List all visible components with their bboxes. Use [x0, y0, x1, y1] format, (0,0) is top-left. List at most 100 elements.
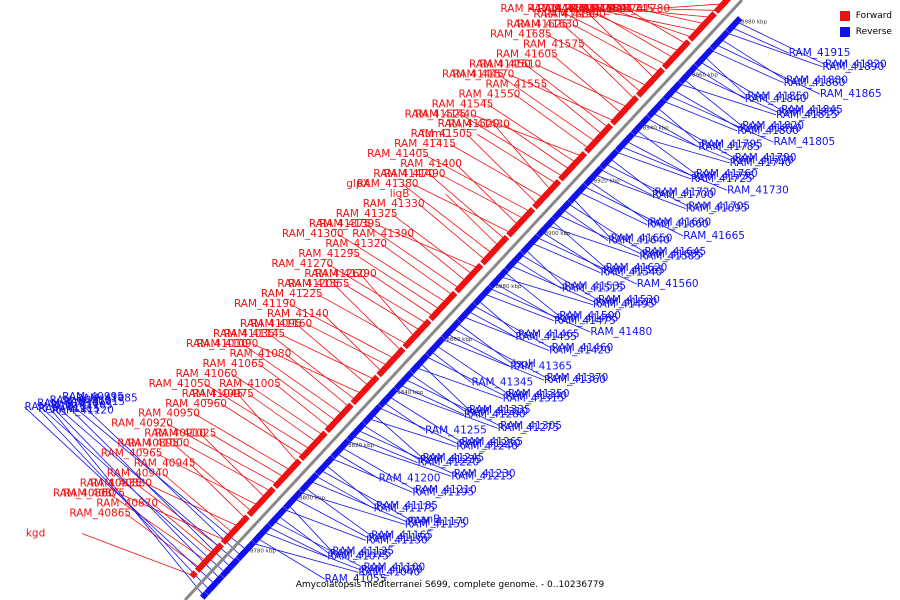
reverse-gene-label: RAM_41125 — [330, 548, 392, 560]
forward-gene-label: RAM_40975 — [192, 388, 254, 400]
reverse-gene-label: RAM_41235 — [420, 454, 482, 466]
forward-gene-label: RAM_41525 — [405, 108, 467, 120]
reverse-gene-label: RAM_41100 — [363, 562, 425, 574]
reverse-gene-label: RAM_41720 — [655, 187, 717, 199]
reverse-gene — [531, 233, 541, 243]
reverse-gene-label: RAM_41170 — [407, 516, 469, 528]
forward-gene-label: RAM_41745 — [592, 3, 654, 15]
forward-leader-line — [199, 433, 268, 500]
reverse-gene-label: RAM_41890 — [822, 61, 884, 73]
reverse-gene — [714, 33, 727, 46]
reverse-gene-label: RAM_41240 — [456, 441, 518, 453]
forward-gene-label: RAM_41545 — [432, 98, 494, 110]
forward-gene-label: RAM_41630 — [517, 18, 579, 30]
forward-gene-label: RAM_41445 — [442, 68, 504, 80]
forward-gene — [319, 430, 328, 439]
reverse-gene — [515, 250, 525, 260]
reverse-gene — [619, 135, 632, 149]
forward-leader-line — [204, 383, 313, 452]
forward-gene-label: RAM_41395 — [319, 218, 381, 230]
forward-gene — [526, 206, 536, 216]
reverse-leader-line — [322, 462, 377, 507]
reverse-gene-label: RAM_41485 — [557, 312, 619, 324]
reverse-leader-line — [533, 235, 637, 285]
reverse-gene-label: RAM_41030 — [37, 398, 99, 410]
forward-leader-line — [220, 403, 307, 459]
forward-leader-line — [514, 93, 592, 151]
reverse-gene-label: RAM_41195 — [412, 486, 474, 498]
reverse-gene-label: RAM_41800 — [737, 125, 799, 137]
reverse-gene — [468, 301, 478, 311]
reverse-gene-label: RAM_41215 — [451, 470, 513, 482]
reverse-leader-line — [459, 315, 550, 351]
forward-gene-label: RAM_41555 — [486, 78, 548, 90]
reverse-leader-line — [565, 201, 645, 253]
reverse-leader-line — [333, 451, 379, 479]
forward-leader-line — [166, 423, 281, 487]
forward-gene-label: RAM_41405 — [367, 148, 429, 160]
forward-gene-label: RAM_41010 — [186, 338, 248, 350]
reverse-leader-line — [349, 434, 418, 463]
tick-label: 8940 kbp — [643, 125, 669, 131]
forward-leader-line — [364, 223, 463, 291]
reverse-leader-line — [444, 332, 511, 367]
reverse-gene-label: RAM_41370 — [547, 372, 609, 384]
forward-gene-label: RAM_41050 — [149, 378, 211, 390]
forward-gene-label: RAM_41295 — [298, 248, 360, 260]
reverse-gene — [334, 441, 348, 455]
reverse-leader-line — [612, 150, 691, 180]
forward-gene-label: RAM_41670 — [554, 3, 616, 15]
reverse-leader-line — [522, 247, 565, 287]
reverse-leader-line — [602, 161, 689, 207]
tick-label: 8800 kbp — [299, 496, 325, 502]
reverse-leader-line — [665, 93, 774, 143]
reverse-gene-label: RAM_41150 — [369, 532, 431, 544]
forward-gene-label: RAM_41440 — [415, 108, 477, 120]
reverse-leader-line — [538, 230, 604, 271]
reverse-leader-line — [728, 25, 789, 54]
forward-leader-line — [343, 283, 424, 333]
reverse-gene — [579, 182, 588, 192]
forward-leader-line — [664, 8, 722, 11]
reverse-leader-line — [317, 468, 411, 520]
reverse-gene-label: RAM_41515 — [562, 283, 624, 295]
reverse-gene — [642, 114, 651, 124]
forward-gene-label: RAM_41675 — [581, 3, 643, 15]
forward-leader-line — [391, 213, 476, 277]
reverse-gene-label: RAM_41920 — [825, 58, 887, 70]
forward-gene — [189, 570, 198, 579]
forward-gene-label: RAM_41520 — [438, 118, 500, 130]
forward-gene — [413, 322, 428, 338]
reverse-leader-line — [380, 400, 426, 431]
forward-leader-line — [316, 293, 411, 347]
forward-gene-label: RAM_41610 — [479, 58, 541, 70]
tick-label: 8920 kbp — [594, 178, 620, 184]
reverse-leader-line — [507, 264, 596, 303]
reverse-gene — [303, 475, 316, 489]
reverse-leader-line — [649, 110, 735, 159]
reverse-leader-line — [265, 525, 328, 557]
forward-leader-line — [146, 483, 242, 529]
forward-leader-line — [556, 8, 670, 67]
forward-gene-label: RAM_41780 — [608, 3, 670, 15]
reverse-gene-label: RAM_41620 — [606, 262, 668, 274]
forward-gene-label: RAM_40960 — [165, 398, 227, 410]
forward-gene — [231, 518, 247, 534]
reverse-gene — [524, 237, 538, 251]
forward-leader-line — [593, 8, 702, 32]
reverse-leader-line — [301, 485, 372, 536]
reverse-gene — [389, 387, 399, 396]
reverse-gene-label: RAM_41350 — [508, 388, 570, 400]
forward-gene-label: RAM_40935 — [80, 478, 142, 490]
reverse-gene-label: RAM_41460 — [552, 342, 614, 354]
reverse-gene — [278, 506, 288, 515]
tick-label: 8820 kbp — [348, 443, 374, 449]
reverse-gene-label: RAM_41805 — [773, 136, 835, 148]
reverse-gene — [666, 84, 680, 98]
reverse-gene — [263, 523, 272, 532]
forward-gene-label: RAM_41430 — [448, 118, 510, 130]
forward-gene — [205, 546, 221, 562]
reverse-gene-label: RAM_41500 — [559, 310, 621, 322]
forward-leader-line — [572, 24, 664, 74]
forward-gene-label: RAM_40880 — [90, 478, 152, 490]
